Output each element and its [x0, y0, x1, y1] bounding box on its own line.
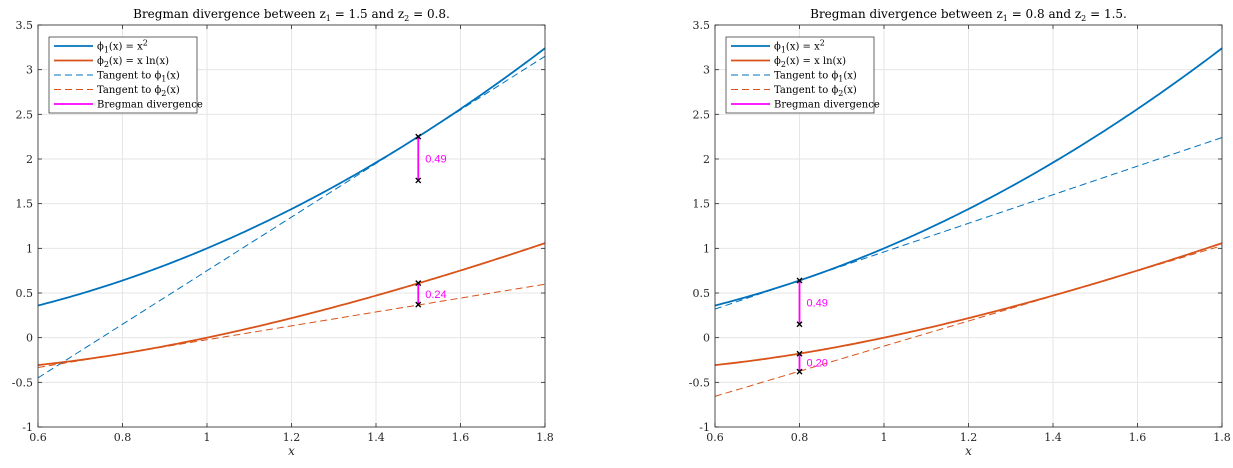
y-tick-label: -1 — [22, 421, 33, 434]
legend-box — [725, 36, 875, 114]
x-tick-label: 1.6 — [452, 431, 470, 444]
y-tick-label: 1.5 — [693, 198, 711, 211]
y-tick-label: -0.5 — [689, 376, 710, 389]
x-tick-label: 1.4 — [1044, 431, 1062, 444]
marker-bottom — [796, 368, 803, 375]
legend-entry: ϕ2​(x) = x ln(x) — [774, 56, 846, 69]
divergence-label: 0.24 — [425, 289, 446, 301]
right-panel: 0.49 0.20 0.6 0.8 1 1.2 1.4 1.6 1.8 -1 -0.5 0 0.5 1 1.… — [689, 7, 1231, 458]
x-axis-label: x — [288, 444, 295, 458]
y-tick-label: 2.5 — [16, 108, 34, 121]
y-tick-label: 2 — [26, 153, 33, 166]
x-tick-label: 0.8 — [114, 431, 132, 444]
chart-title: Bregman divergence between z1​ = 0.8 and… — [810, 7, 1127, 23]
y-tick-label: 1 — [26, 242, 33, 255]
marker-bottom — [415, 301, 422, 308]
y-tick-label: 0 — [26, 332, 33, 345]
x-tick-label: 0.8 — [791, 431, 809, 444]
legend-entry: ϕ2​(x) = x ln(x) — [97, 56, 169, 69]
tangent-tan_x2 — [38, 55, 545, 379]
y-tick-label: 1 — [703, 242, 710, 255]
y-tick-label: -0.5 — [12, 376, 33, 389]
y-tick-label: 1.5 — [16, 198, 34, 211]
legend-entry: Bregman divergence — [774, 100, 880, 111]
legend: ϕ1​(x) = x2​ϕ2​(x) = x ln(x) Tangent to ϕ… — [725, 36, 880, 114]
marker-top — [415, 280, 422, 287]
y-tick-label: 2 — [703, 153, 710, 166]
marker-bottom — [796, 321, 803, 328]
x-tick-label: 1.6 — [1129, 431, 1147, 444]
y-tick-label: 3 — [26, 64, 33, 77]
y-tick-label: 0.5 — [16, 287, 34, 300]
x-tick-label: 1.2 — [283, 431, 301, 444]
x-tick-label: 0.6 — [706, 431, 724, 444]
y-tick-label: 0 — [703, 332, 710, 345]
y-tick-label: 3.5 — [693, 19, 711, 32]
divergence-label: 0.20 — [807, 358, 828, 370]
marker-top — [415, 133, 422, 140]
y-tick-label: -1 — [699, 421, 710, 434]
legend-entry: ϕ1​(x) = x2​ — [97, 39, 148, 55]
plot-content — [38, 47, 545, 379]
x-tick-label: 1 — [881, 431, 888, 444]
curve-x2 — [38, 47, 545, 307]
x-tick-label: 1.8 — [1213, 431, 1231, 444]
legend-entry: ϕ1​(x) = x2​ — [774, 39, 825, 55]
x-tick-label: 1.4 — [367, 431, 385, 444]
legend: ϕ1​(x) = x2​ϕ2​(x) = x ln(x) Tangent to ϕ… — [48, 36, 203, 114]
y-tick-label: 3 — [703, 64, 710, 77]
marker-top — [796, 350, 803, 357]
y-tick-label: 3.5 — [16, 19, 34, 32]
legend-box — [48, 36, 198, 114]
legend-entry: Tangent to ϕ1​(x) — [774, 71, 857, 84]
marker-bottom — [415, 177, 422, 184]
y-tick-label: 0.5 — [693, 287, 711, 300]
legend-entry: Tangent to ϕ2​(x) — [774, 85, 857, 98]
divergence-label: 0.49 — [425, 154, 446, 166]
legend-entry: Bregman divergence — [97, 100, 203, 111]
x-axis-label: x — [965, 444, 972, 458]
y-tick-label: 2.5 — [693, 108, 711, 121]
legend-entry: Tangent to ϕ1​(x) — [97, 71, 180, 84]
curve-xlnx — [38, 242, 545, 366]
x-tick-label: 1 — [204, 431, 211, 444]
left-panel: 0.49 0.24 0.6 0.8 1 1.2 1.4 1.6 1.8 -1 -0.5 0 0.5 1 1.… — [12, 7, 554, 458]
legend-entry: Tangent to ϕ2​(x) — [97, 85, 180, 98]
x-tick-label: 1.8 — [536, 431, 554, 444]
divergence-label: 0.49 — [807, 297, 828, 309]
tangent-tan_xlnx — [38, 283, 545, 368]
marker-top — [796, 277, 803, 284]
chart-title: Bregman divergence between z1​ = 1.5 and… — [133, 7, 450, 23]
x-tick-label: 1.2 — [960, 431, 978, 444]
x-tick-label: 0.6 — [29, 431, 47, 444]
